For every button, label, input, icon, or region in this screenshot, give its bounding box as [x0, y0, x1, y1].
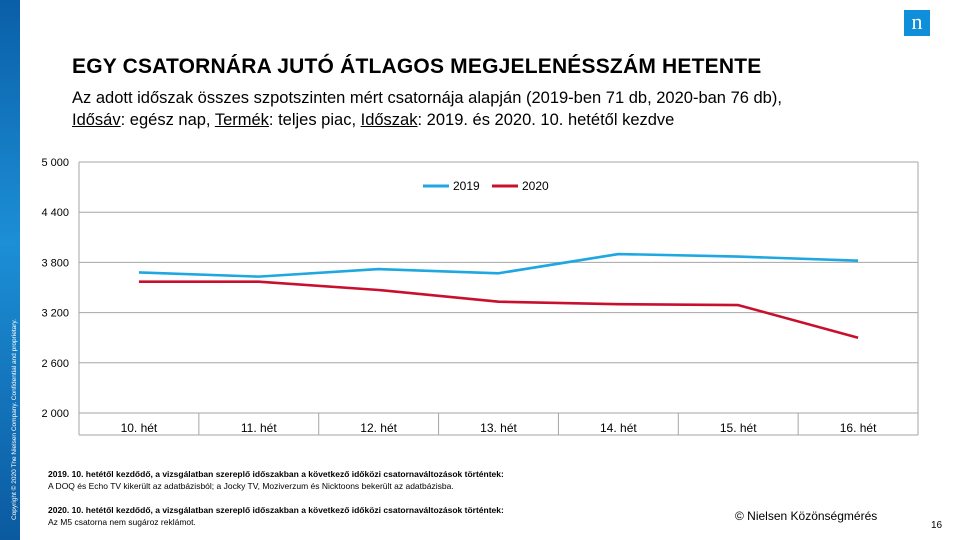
label-period: Időszak — [360, 111, 418, 129]
label-product: Termék — [214, 111, 269, 129]
note-2020-title: 2020. 10. hetétől kezdődő, a vizsgálatba… — [48, 505, 502, 515]
x-tick-label: 16. hét — [840, 421, 877, 435]
source-label: © Nielsen Közönségmérés — [735, 509, 878, 523]
x-tick-label: 13. hét — [480, 421, 517, 435]
text-period: : 2019. és 2020. 10. hetétől kezdve — [417, 111, 675, 129]
subtitle-line-1: Az adott időszak összes szpotszinten mér… — [72, 89, 782, 107]
x-tick-label: 12. hét — [360, 421, 397, 435]
x-tick-label: 10. hét — [121, 421, 158, 435]
note-2020-text: Az M5 csatorna nem sugároz reklámot. — [48, 517, 196, 527]
y-tick-label: 3 200 — [41, 308, 69, 320]
sidebar-band — [0, 0, 20, 540]
y-tick-label: 4 400 — [41, 207, 69, 219]
x-tick-label: 11. hét — [241, 421, 277, 435]
note-2019-text: A DOQ és Echo TV kikerült az adatbázisbó… — [48, 481, 454, 491]
label-time: Idősáv — [72, 111, 121, 129]
text-time: : egész nap, — [120, 111, 215, 129]
page-number: 16 — [931, 520, 943, 531]
text-product: : teljes piac, — [268, 111, 361, 129]
y-tick-label: 5 000 — [41, 157, 69, 169]
series-line-2019 — [138, 252, 859, 278]
legend-label-2019: 2019 — [453, 179, 480, 193]
y-tick-label: 2 000 — [41, 408, 69, 420]
note-2020: 2020. 10. hetétől kezdődő, a vizsgálatba… — [48, 505, 504, 527]
note-2019: 2019. 10. hetétől kezdődő, a vizsgálatba… — [48, 469, 504, 491]
page-subtitle: Az adott időszak összes szpotszinten mér… — [72, 87, 782, 131]
nielsen-logo: n — [904, 10, 930, 36]
legend-label-2020: 2020 — [522, 179, 549, 193]
note-2019-title: 2019. 10. hetétől kezdődő, a vizsgálatba… — [48, 469, 502, 479]
x-tick-label: 14. hét — [600, 421, 637, 435]
series-line-2020 — [138, 280, 859, 339]
y-tick-label: 3 800 — [41, 257, 69, 269]
subtitle-line-2: Idősáv: egész nap, Termék: teljes piac, … — [72, 109, 782, 131]
y-tick-label: 2 600 — [41, 358, 69, 370]
x-tick-label: 15. hét — [720, 421, 757, 435]
page-title: EGY CSATORNÁRA JUTÓ ÁTLAGOS MEGJELENÉSSZ… — [72, 55, 762, 78]
